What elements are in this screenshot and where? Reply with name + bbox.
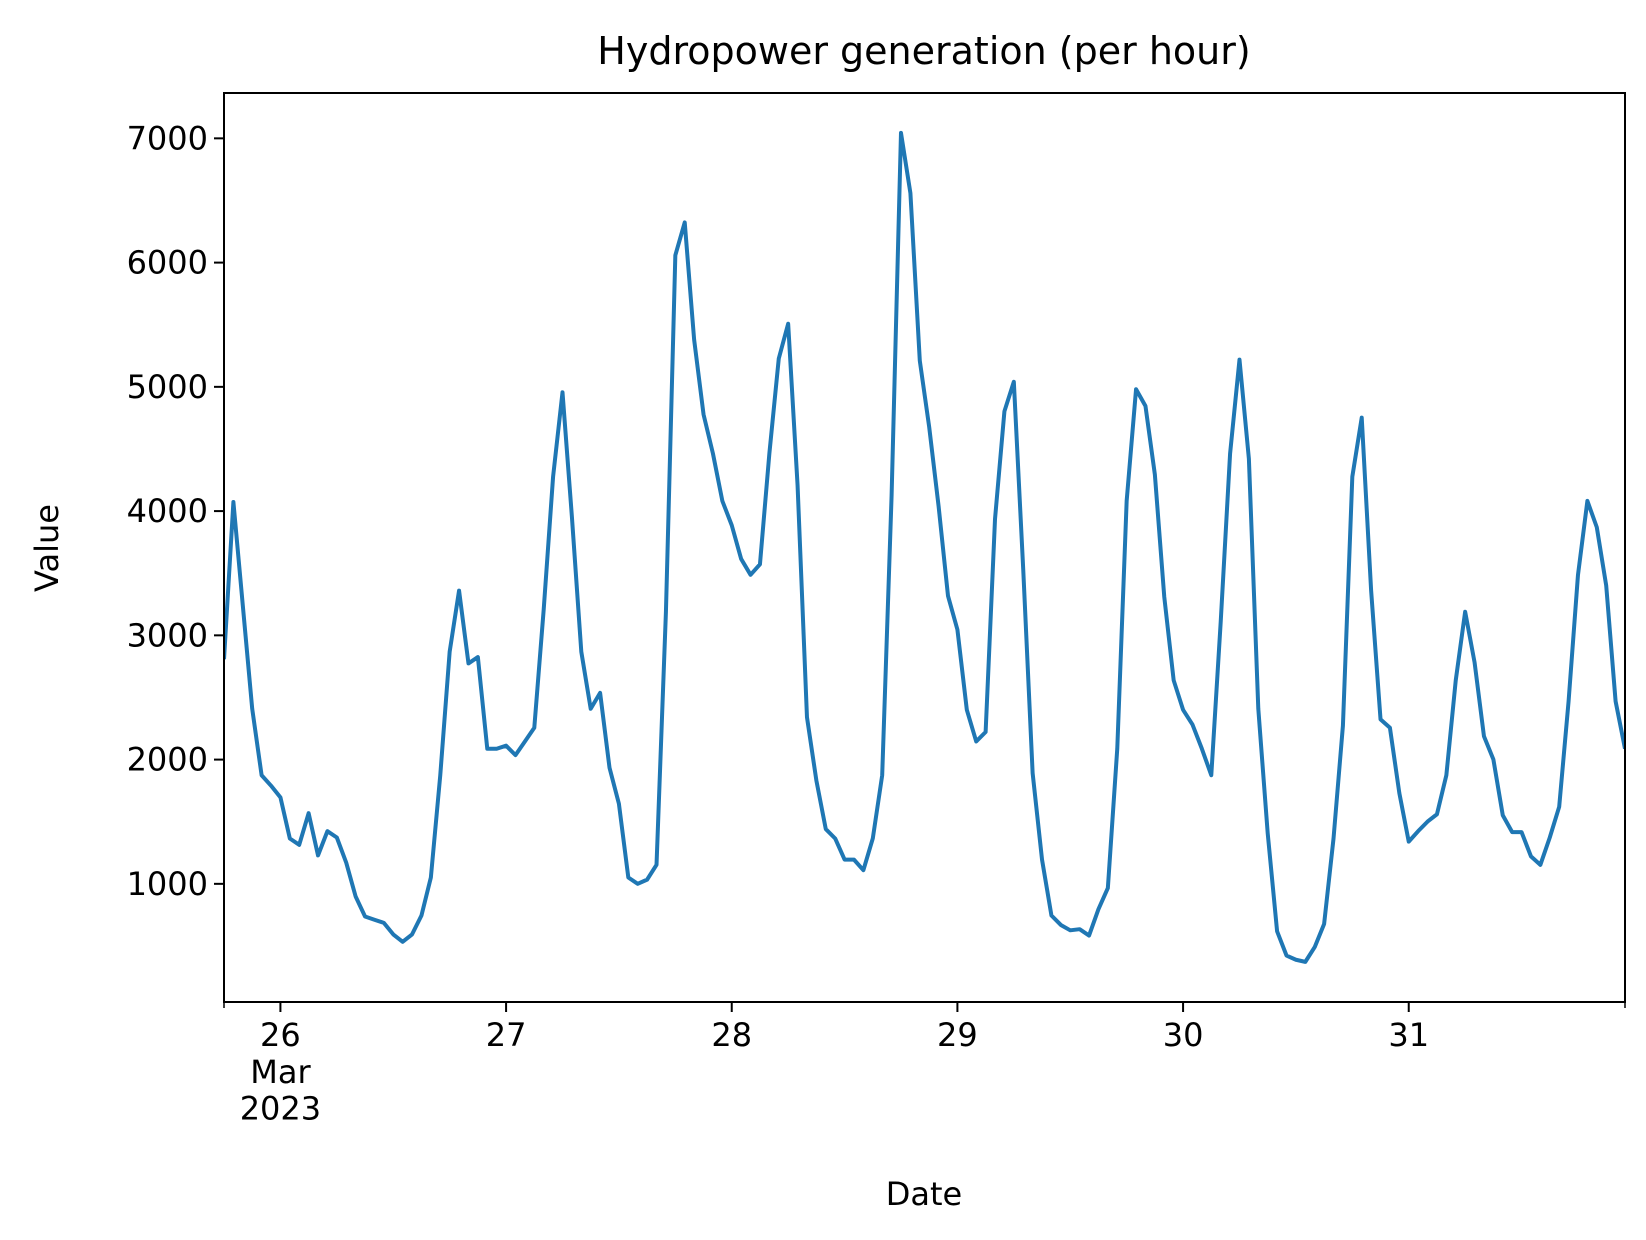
data-line: [224, 130, 1625, 964]
y-tick-label: 5000: [127, 368, 208, 406]
y-axis-label: Value: [28, 504, 66, 592]
x-tick-label: 27: [486, 1016, 527, 1054]
x-tick-label: 29: [937, 1016, 978, 1054]
y-tick-label: 1000: [127, 865, 208, 903]
x-tick-label: 26 Mar 2023: [240, 1016, 321, 1128]
chart-title: Hydropower generation (per hour): [597, 29, 1250, 73]
plot-frame: [223, 92, 1626, 1003]
x-axis-label: Date: [886, 1175, 962, 1213]
y-tick-label: 3000: [127, 616, 208, 654]
x-tick-label: 30: [1163, 1016, 1204, 1054]
y-tick-label: 4000: [127, 492, 208, 530]
x-tick-label: 28: [711, 1016, 752, 1054]
y-tick-label: 7000: [127, 119, 208, 157]
x-tick-label: 31: [1388, 1016, 1429, 1054]
y-tick-label: 2000: [127, 741, 208, 779]
y-tick-label: 6000: [127, 244, 208, 282]
